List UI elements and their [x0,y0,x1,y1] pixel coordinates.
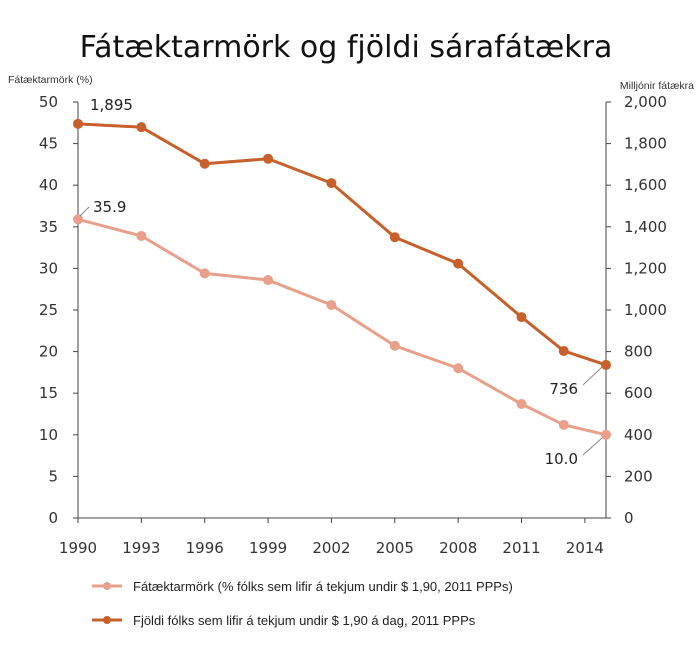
series-line-0 [77,217,607,437]
legend-item-count: Fjöldi fólks sem lifir á tekjum undir $ … [92,613,476,628]
data-label: 10.0 [545,450,578,468]
x-tick-label: 1996 [186,539,224,557]
left-tick-label: 25 [39,301,58,319]
x-tick-label: 2011 [502,539,540,557]
data-point-0 [199,268,210,279]
x-tick-label: 2005 [376,539,414,557]
data-point-0 [136,230,147,241]
right-tick-label: 2,000 [624,93,667,111]
right-axis-ticks: 0 200 400 600 800 1,000 1,200 1,400 1,600 1,800 2,… [606,93,667,527]
data-point-1 [516,312,527,323]
x-tick-label: 1990 [59,539,97,557]
data-point-0 [73,214,83,225]
data-label: 1,895 [90,96,133,114]
data-point-1 [326,178,337,189]
x-tick-label: 1999 [249,539,287,557]
data-point-0 [453,363,464,374]
axes [77,102,607,519]
right-tick-label: 1,600 [624,176,667,194]
right-tick-label: 0 [624,509,634,527]
legend-label-count: Fjöldi fólks sem lifir á tekjum undir $ … [133,613,476,628]
right-tick-label: 1,800 [624,135,667,153]
left-tick-label: 40 [39,176,58,194]
annotation-layer: 1,895 35.9 736 10.0 [79,96,603,468]
x-tick-label: 1993 [122,539,160,557]
right-tick-label: 1,400 [624,218,667,236]
data-point-1 [263,153,274,164]
left-tick-label: 10 [39,426,58,444]
annotation-leader [582,366,603,386]
data-point-1 [601,359,611,370]
left-axis-ticks: 0 5 10 15 20 25 30 35 40 45 50 [39,93,78,527]
data-point-0 [516,399,527,410]
data-point-1 [136,122,147,133]
data-point-0 [263,275,274,286]
left-tick-label: 35 [39,218,58,236]
x-axis-ticks: 1990 1993 1996 1999 2002 2005 2008 2011 2014 [59,518,604,557]
right-tick-label: 1,200 [624,259,667,277]
annotation-leader [79,206,90,217]
left-axis-title: Fátæktarmörk (%) [8,74,93,86]
data-label: 736 [549,380,578,398]
x-tick-label: 2002 [312,539,350,557]
left-tick-label: 45 [39,135,58,153]
right-tick-label: 400 [624,426,653,444]
left-tick-label: 15 [39,384,58,402]
data-point-0 [389,340,400,351]
right-tick-label: 1,000 [624,301,667,319]
legend: Fátæktarmörk (% fólks sem lifir á tekjum… [92,579,513,628]
left-tick-label: 5 [48,467,58,485]
right-tick-label: 600 [624,384,653,402]
left-tick-label: 30 [39,259,58,277]
data-point-1 [558,345,569,356]
data-point-1 [389,232,400,243]
data-point-1 [73,118,83,129]
left-tick-label: 50 [39,93,58,111]
data-point-1 [199,158,210,169]
data-point-0 [601,429,611,440]
right-axis-title: Milljónir fátækra [620,80,694,92]
left-tick-label: 20 [39,343,58,361]
series-line-1 [77,122,607,367]
chart-title: Fátæktarmörk og fjöldi sárafátækra [80,30,613,65]
legend-label-rate: Fátæktarmörk (% fólks sem lifir á tekjum… [133,579,513,594]
right-tick-label: 200 [624,467,653,485]
x-tick-label: 2014 [566,539,604,557]
data-point-1 [453,258,464,269]
right-tick-label: 800 [624,343,653,361]
left-tick-label: 0 [48,509,58,527]
legend-marker-count [103,616,111,624]
legend-marker-rate [103,582,111,590]
legend-item-rate: Fátæktarmörk (% fólks sem lifir á tekjum… [92,579,513,594]
series-layer [73,118,611,440]
annotation-leader [582,437,603,456]
data-point-0 [326,300,337,311]
data-point-0 [558,419,569,430]
x-tick-label: 2008 [439,539,477,557]
data-label: 35.9 [93,198,126,216]
